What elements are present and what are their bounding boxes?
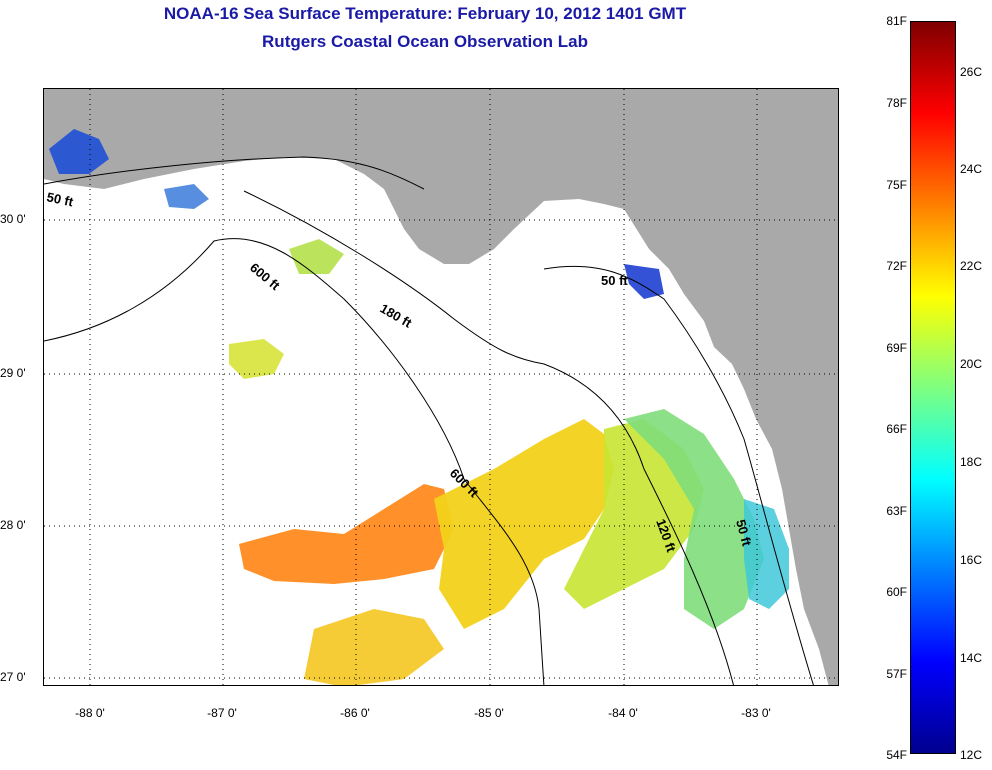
contour-label-600ft-nw: 600 ft <box>247 260 283 294</box>
contour-label-50ft-e: 50 ft <box>733 518 755 548</box>
lat-tick-27: 27 0' <box>0 670 26 684</box>
sst-map: 50 ft 600 ft 180 ft 50 ft 600 ft 120 ft … <box>43 88 839 686</box>
lat-tick-28: 28 0' <box>0 518 26 532</box>
sst-patches <box>49 129 789 685</box>
contour-180ft <box>243 190 734 685</box>
colorbar-label-60f: 60F <box>886 585 907 599</box>
lon-tick-88: -88 0' <box>75 706 105 720</box>
sst-patch-nw-yellow <box>229 339 284 379</box>
lon-tick-85: -85 0' <box>474 706 504 720</box>
contour-50ft-north <box>44 156 425 190</box>
map-title: NOAA-16 Sea Surface Temperature: Februar… <box>163 4 687 23</box>
colorbar-label-57f: 57F <box>886 667 907 681</box>
colorbar-label-78f: 78F <box>886 96 907 110</box>
contour-50ft-east <box>543 265 814 685</box>
lon-tick-84: -84 0' <box>608 706 638 720</box>
sst-patch-yellow <box>434 419 614 629</box>
land-area <box>44 89 838 685</box>
colorbar-label-24c: 24C <box>960 162 983 176</box>
colorbar-label-12c: 12C <box>960 748 983 762</box>
contour-label-50ft-ne: 50 ft <box>601 273 628 288</box>
lon-tick-83: -83 0' <box>741 706 771 720</box>
colorbar-label-75f: 75F <box>886 178 907 192</box>
colorbar-label-54f: 54F <box>886 748 907 762</box>
map-subtitle: Rutgers Coastal Ocean Observation Lab <box>262 32 588 51</box>
temperature-colorbar <box>910 21 956 754</box>
colorbar-label-72f: 72F <box>886 259 907 273</box>
contour-label-50ft-nw: 50 ft <box>45 189 75 209</box>
sst-patch-green <box>624 409 764 629</box>
sst-patch-orange <box>239 484 454 584</box>
colorbar-label-81f: 81F <box>886 14 907 28</box>
contour-600ft-west <box>44 238 545 685</box>
colorbar-label-14c: 14C <box>960 651 983 665</box>
sst-patch-south-yellow <box>304 609 444 685</box>
lon-tick-86: -86 0' <box>340 706 370 720</box>
colorbar-label-18c: 18C <box>960 455 983 469</box>
depth-contours <box>44 156 814 685</box>
lat-tick-30: 30 0' <box>0 212 26 226</box>
contour-label-180ft: 180 ft <box>378 301 415 331</box>
colorbar-label-69f: 69F <box>886 341 907 355</box>
lat-tick-29: 29 0' <box>0 366 26 380</box>
colorbar-label-20c: 20C <box>960 357 983 371</box>
colorbar-label-26c: 26C <box>960 65 983 79</box>
sst-patch-blue-ne <box>624 264 664 299</box>
colorbar-label-66f: 66F <box>886 422 907 436</box>
lon-tick-87: -87 0' <box>207 706 237 720</box>
colorbar-label-16c: 16C <box>960 553 983 567</box>
sst-patch-blue-n <box>164 184 209 209</box>
sst-patch-blue-nw <box>49 129 109 174</box>
sst-patch-n-green <box>289 239 344 274</box>
colorbar-label-63f: 63F <box>886 504 907 518</box>
sst-patch-cyan <box>744 499 789 609</box>
sst-map-canvas: 50 ft 600 ft 180 ft 50 ft 600 ft 120 ft … <box>44 89 838 685</box>
colorbar-label-22c: 22C <box>960 259 983 273</box>
